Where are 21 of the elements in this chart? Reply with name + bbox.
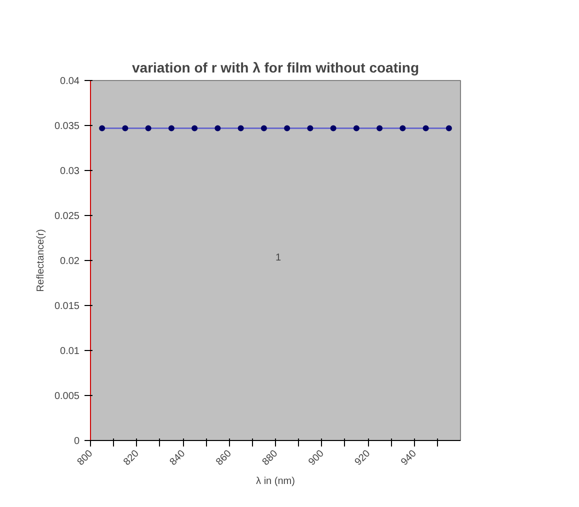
annotation: 1 [276, 252, 282, 264]
y-tick-label: 0 [74, 436, 80, 447]
y-tick-label: 0.02 [60, 256, 80, 267]
x-tick-label: 920 [353, 448, 373, 468]
y-tick-label: 0.005 [54, 391, 80, 402]
chart-title: variation of r with λ for film without coating [132, 60, 419, 76]
x-tick-label: 820 [122, 448, 142, 468]
x-tick-label: 800 [76, 448, 96, 468]
x-tick-label: 840 [168, 448, 188, 468]
y-tick-label: 0.03 [60, 166, 80, 177]
x-tick-label: 880 [260, 448, 280, 468]
x-tick-label: 900 [306, 448, 327, 468]
x-tick-label: 860 [214, 448, 234, 468]
x-axis-title: λ in (nm) [256, 476, 295, 488]
y-tick-label: 0.025 [54, 211, 80, 222]
y-tick-label: 0.035 [54, 121, 80, 132]
y-axis-title: Reflectance(r) [35, 229, 46, 292]
x-tick-label: 940 [399, 448, 420, 468]
y-tick-label: 0.015 [54, 301, 80, 312]
y-tick-label: 0.01 [60, 346, 80, 357]
y-tick-label: 0.04 [60, 76, 80, 87]
